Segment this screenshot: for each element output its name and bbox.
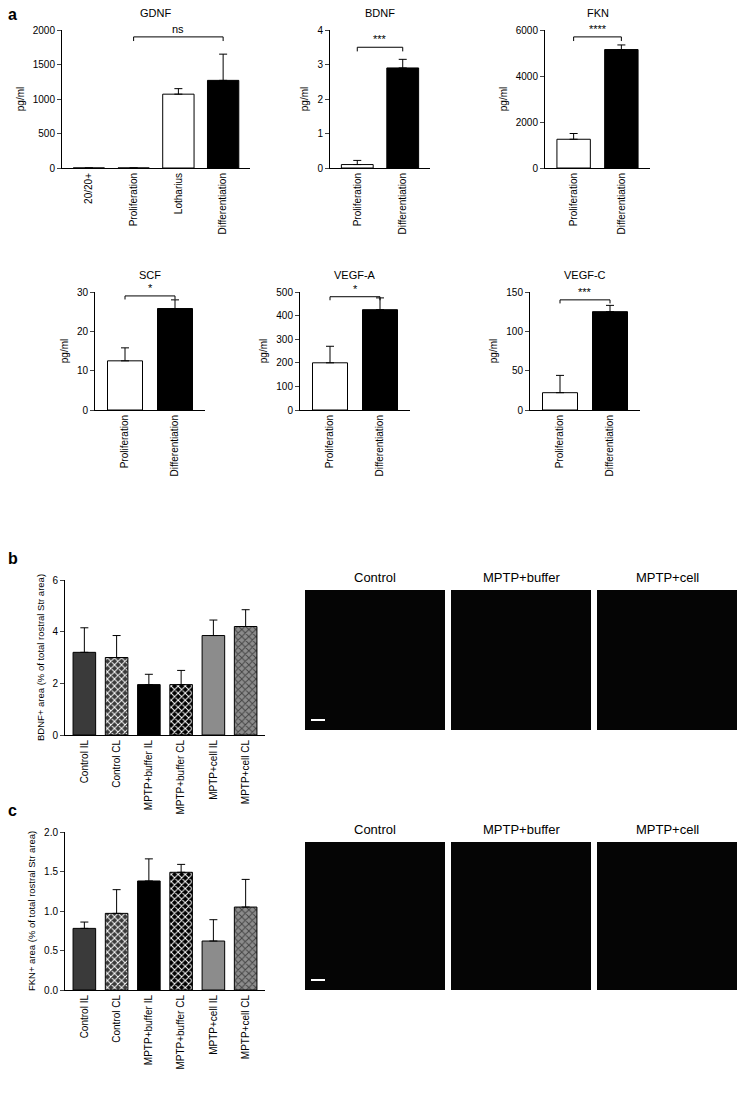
svg-text:1.5: 1.5 — [44, 866, 58, 877]
svg-text:Proliferation: Proliferation — [119, 415, 130, 468]
svg-text:Proliferation: Proliferation — [568, 173, 579, 226]
svg-text:0: 0 — [82, 405, 88, 416]
svg-text:0.5: 0.5 — [44, 945, 58, 956]
svg-text:pg/ml: pg/ml — [15, 87, 26, 111]
svg-text:Differentiation: Differentiation — [217, 173, 228, 235]
svg-text:3: 3 — [317, 59, 323, 70]
svg-text:MPTP+cell IL: MPTP+cell IL — [208, 740, 219, 800]
svg-text:300: 300 — [276, 334, 293, 345]
svg-text:a: a — [8, 6, 17, 23]
svg-text:pg/ml: pg/ml — [258, 339, 269, 363]
svg-text:MPTP+buffer CL: MPTP+buffer CL — [175, 740, 186, 815]
svg-text:6000: 6000 — [516, 25, 539, 36]
svg-text:6: 6 — [52, 575, 58, 586]
svg-text:0: 0 — [287, 405, 293, 416]
svg-text:0: 0 — [532, 163, 538, 174]
svg-text:Differentiation: Differentiation — [616, 173, 627, 235]
svg-text:Proliferation: Proliferation — [128, 173, 139, 226]
svg-text:2000: 2000 — [33, 25, 56, 36]
svg-text:pg/ml: pg/ml — [498, 87, 509, 111]
svg-text:4: 4 — [52, 626, 58, 637]
svg-text:100: 100 — [506, 326, 523, 337]
svg-text:200: 200 — [276, 357, 293, 368]
svg-text:GDNF: GDNF — [140, 7, 171, 19]
svg-text:MPTP+buffer: MPTP+buffer — [483, 570, 560, 585]
svg-text:1.0: 1.0 — [44, 906, 58, 917]
svg-text:1000: 1000 — [33, 94, 56, 105]
svg-text:MPTP+buffer IL: MPTP+buffer IL — [143, 740, 154, 811]
svg-text:VEGF-A: VEGF-A — [334, 269, 376, 281]
svg-text:MPTP+cell CL: MPTP+cell CL — [240, 740, 251, 805]
svg-text:4000: 4000 — [516, 71, 539, 82]
svg-text:Proliferation: Proliferation — [554, 415, 565, 468]
svg-text:2000: 2000 — [516, 117, 539, 128]
svg-text:***: *** — [578, 286, 592, 298]
svg-text:MPTP+cell: MPTP+cell — [636, 570, 699, 585]
svg-text:ns: ns — [172, 23, 184, 35]
svg-text:MPTP+cell CL: MPTP+cell CL — [240, 995, 251, 1060]
svg-text:2: 2 — [52, 678, 58, 689]
svg-text:VEGF-C: VEGF-C — [564, 269, 606, 281]
svg-text:50: 50 — [512, 365, 524, 376]
svg-text:FKN+ area (% of total rostral: FKN+ area (% of total rostral Str area) — [26, 831, 37, 991]
svg-text:SCF: SCF — [139, 269, 161, 281]
svg-text:pg/ml: pg/ml — [488, 339, 499, 363]
svg-text:2.0: 2.0 — [44, 827, 58, 838]
svg-text:BDNF: BDNF — [365, 7, 395, 19]
svg-text:500: 500 — [38, 128, 55, 139]
svg-text:0: 0 — [517, 405, 523, 416]
svg-text:Proliferation: Proliferation — [324, 415, 335, 468]
svg-text:1500: 1500 — [33, 59, 56, 70]
svg-text:Lotharius: Lotharius — [173, 173, 184, 214]
svg-text:MPTP+cell: MPTP+cell — [636, 822, 699, 837]
svg-text:20/20+: 20/20+ — [83, 173, 94, 204]
svg-text:400: 400 — [276, 310, 293, 321]
svg-text:10: 10 — [77, 365, 89, 376]
svg-text:20: 20 — [77, 326, 89, 337]
svg-text:100: 100 — [276, 381, 293, 392]
svg-text:4: 4 — [317, 25, 323, 36]
svg-text:MPTP+buffer IL: MPTP+buffer IL — [143, 995, 154, 1066]
svg-text:c: c — [8, 802, 17, 819]
svg-text:Control IL: Control IL — [79, 740, 90, 784]
svg-text:0: 0 — [317, 163, 323, 174]
svg-text:Differentiation: Differentiation — [397, 173, 408, 235]
svg-text:Control CL: Control CL — [111, 740, 122, 788]
svg-text:Differentiation: Differentiation — [169, 415, 180, 477]
svg-text:150: 150 — [506, 287, 523, 298]
svg-text:*: * — [353, 283, 358, 295]
svg-text:BDNF+ area (% of total rostral: BDNF+ area (% of total rostral Str area) — [35, 574, 46, 741]
svg-text:Proliferation: Proliferation — [352, 173, 363, 226]
svg-text:Control CL: Control CL — [111, 995, 122, 1043]
svg-text:*: * — [148, 282, 153, 294]
svg-text:Differentiation: Differentiation — [374, 415, 385, 477]
svg-text:Control IL: Control IL — [79, 995, 90, 1039]
svg-text:pg/ml: pg/ml — [299, 87, 310, 111]
svg-text:0.0: 0.0 — [44, 985, 58, 996]
svg-text:1: 1 — [317, 128, 323, 139]
svg-text:500: 500 — [276, 287, 293, 298]
svg-text:MPTP+buffer: MPTP+buffer — [483, 822, 560, 837]
svg-text:2: 2 — [317, 94, 323, 105]
svg-text:Differentiation: Differentiation — [604, 415, 615, 477]
svg-text:30: 30 — [77, 287, 89, 298]
svg-text:Control: Control — [354, 570, 396, 585]
svg-text:***: *** — [373, 33, 387, 45]
svg-text:****: **** — [589, 23, 607, 35]
svg-text:pg/ml: pg/ml — [59, 339, 70, 363]
svg-text:FKN: FKN — [587, 7, 609, 19]
svg-text:Control: Control — [354, 822, 396, 837]
svg-text:0: 0 — [49, 163, 55, 174]
svg-text:0: 0 — [52, 730, 58, 741]
svg-text:MPTP+cell IL: MPTP+cell IL — [208, 995, 219, 1055]
svg-text:b: b — [8, 550, 18, 567]
svg-text:MPTP+buffer CL: MPTP+buffer CL — [175, 995, 186, 1070]
